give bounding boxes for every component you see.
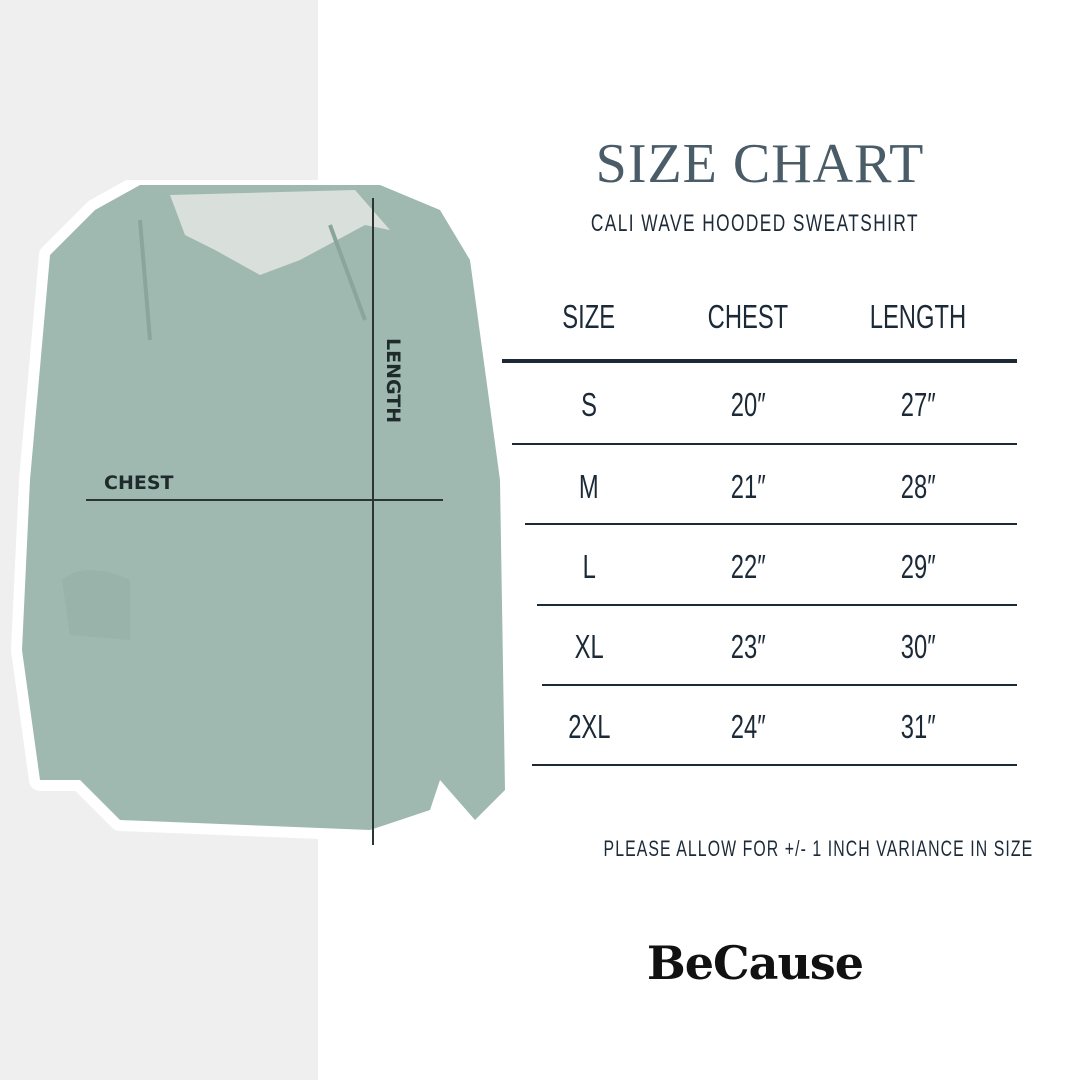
row-divider [542,684,1017,686]
chest-cell: 22″ [648,548,848,586]
header-length: LENGTH [818,298,1018,336]
header-text: SIZE [562,298,616,335]
cell-text: XL [574,628,604,665]
drawstring-right [328,224,367,321]
size-cell: XL [489,628,689,666]
cell-text: 2XL [567,708,611,745]
row-divider [537,604,1017,606]
length-label: LENGTH [382,338,404,423]
cell-text: 24″ [730,708,766,745]
row-divider [532,764,1017,766]
length-cell: 27″ [818,386,1018,424]
cell-text: 23″ [730,628,766,665]
chest-cell: 24″ [648,708,848,746]
header-text: CHEST [707,298,789,335]
title-text: SIZE CHART [595,133,925,195]
chest-cell: 21″ [648,468,848,506]
cell-text: 28″ [900,468,936,505]
cell-text: 20″ [730,386,766,423]
cell-text: 21″ [730,468,766,505]
chest-label: CHEST [104,472,174,494]
cell-text: S [581,386,597,423]
cell-text: 29″ [900,548,936,585]
hoodie-diagram: CHEST LENGTH [11,180,516,845]
hoodie-body [22,185,505,830]
brand-logo: BeCause [646,936,864,990]
page-title: SIZE CHART [540,132,980,196]
size-cell: 2XL [489,708,689,746]
chest-cell: 20″ [648,386,848,424]
size-cell: S [489,386,689,424]
chest-cell: 23″ [648,628,848,666]
length-cell: 28″ [818,468,1018,506]
size-cell: L [489,548,689,586]
cell-text: 31″ [900,708,936,745]
header-divider [502,359,1017,363]
header-chest: CHEST [648,298,848,336]
length-cell: 29″ [818,548,1018,586]
header-text: LENGTH [869,298,967,335]
cell-text: L [582,548,596,585]
row-divider [525,523,1017,525]
drawstring-left [138,219,152,341]
length-cell: 31″ [818,708,1018,746]
cell-text: 22″ [730,548,766,585]
note-text: PLEASE ALLOW FOR +/- 1 INCH VARIANCE IN … [603,836,1034,861]
hood-lining [170,190,390,275]
size-cell: M [489,468,689,506]
cell-text: M [579,468,599,505]
length-cell: 30″ [818,628,1018,666]
row-divider [512,443,1017,445]
cell-text: 30″ [900,628,936,665]
product-subtitle: CALI WAVE HOODED SWEATSHIRT [500,210,1010,238]
header-size: SIZE [489,298,689,336]
cell-text: 27″ [900,386,936,423]
variance-note: PLEASE ALLOW FOR +/- 1 INCH VARIANCE IN … [520,836,1033,862]
subtitle-text: CALI WAVE HOODED SWEATSHIRT [590,210,920,237]
